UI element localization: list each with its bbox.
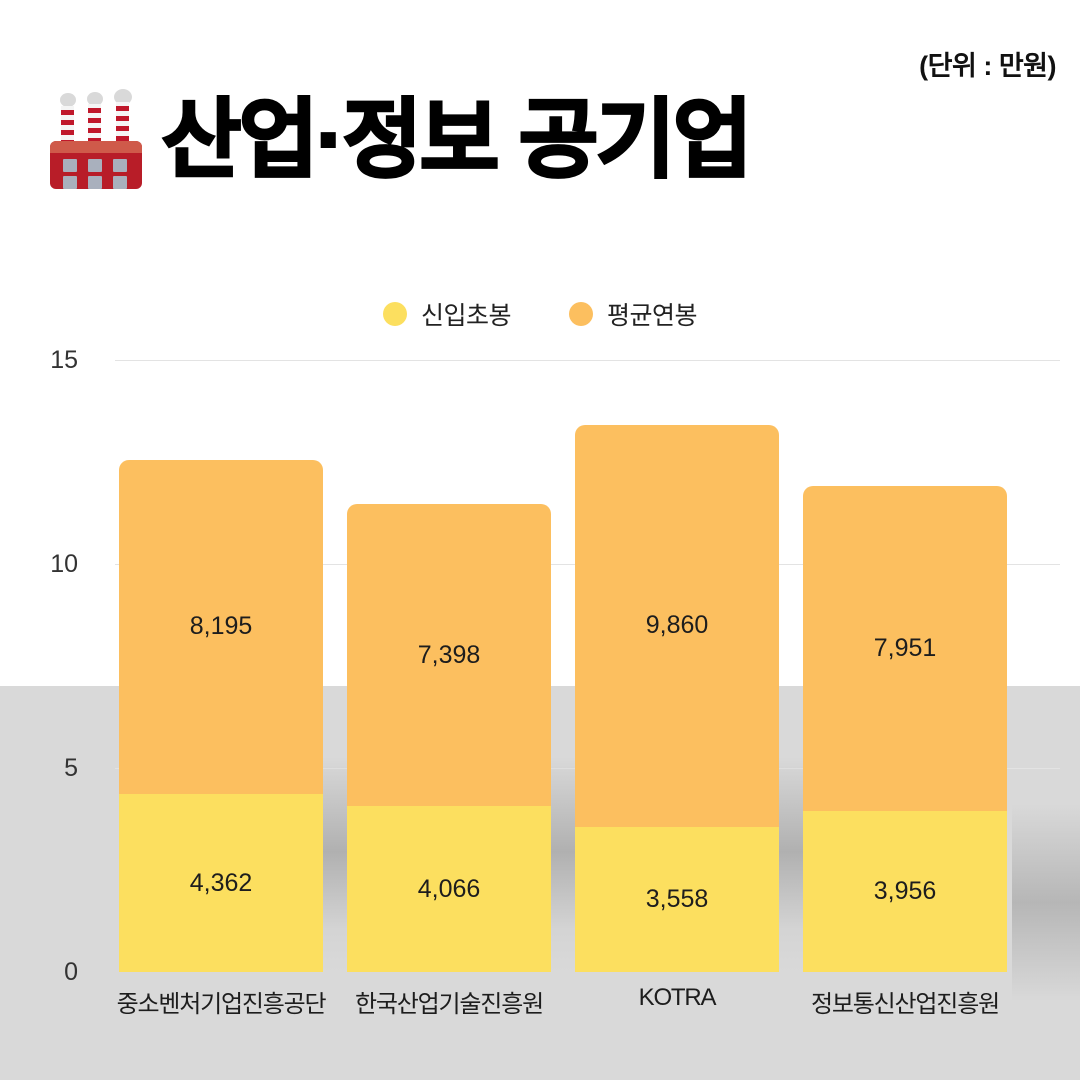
factory-icon	[50, 89, 142, 189]
y-axis-tick-0: 0	[64, 958, 78, 986]
bar-gap-shadow	[779, 686, 803, 972]
bar-value-average-salary: 8,195	[189, 612, 253, 641]
bar-value-average-salary: 7,398	[417, 640, 481, 669]
y-axis-tick-10: 10	[50, 550, 78, 578]
y-axis-tick-15: 15	[50, 346, 78, 374]
legend-item-average-salary[interactable]: 평균연봉	[569, 296, 698, 332]
x-axis-category-label: KOTRA	[638, 984, 717, 1011]
bar-segment-average-salary[interactable]: 9,860	[575, 424, 779, 827]
x-axis-category-label: 한국산업기술진흥원	[355, 991, 544, 1018]
chart-legend: 신입초봉 평균연봉	[0, 296, 1080, 332]
legend-dot-entry-salary	[382, 302, 407, 326]
bar-value-entry-salary: 3,956	[873, 876, 937, 905]
bar-value-entry-salary: 4,066	[417, 874, 481, 903]
legend-label-entry-salary: 신입초봉	[420, 302, 512, 330]
bar-segment-entry-salary[interactable]: 4,066	[347, 806, 551, 972]
x-axis-category-label: 정보통신산업진흥원	[811, 991, 1000, 1018]
unit-note: (단위 : 만원)	[919, 51, 1056, 81]
legend-dot-average-salary	[569, 302, 593, 326]
legend-label-average-salary: 평균연봉	[607, 302, 698, 330]
bar-value-average-salary: 7,951	[873, 633, 937, 662]
bar-segment-average-salary[interactable]: 7,951	[803, 486, 1007, 811]
bar-gap-shadow	[551, 686, 575, 972]
bar-segment-entry-salary[interactable]: 3,956	[803, 810, 1007, 972]
bar-gap-shadow	[323, 686, 347, 972]
x-axis-category-label: 중소벤처기업진흥공단	[116, 991, 327, 1018]
title-row: 산업·정보 공기업	[40, 88, 754, 192]
bar-value-entry-salary: 3,558	[645, 884, 709, 913]
bar-value-average-salary: 9,860	[645, 611, 709, 640]
gridline-15	[115, 360, 1060, 361]
bar-value-entry-salary: 4,362	[189, 868, 253, 897]
bar-segment-entry-salary[interactable]: 3,558	[575, 826, 779, 972]
bar-group[interactable]: 3,956 7,951	[803, 486, 1007, 972]
legend-item-entry-salary[interactable]: 신입초봉	[382, 296, 512, 332]
bar-segment-average-salary[interactable]: 8,195	[119, 459, 323, 795]
bar-segment-entry-salary[interactable]: 4,362	[119, 794, 323, 972]
bar-segment-average-salary[interactable]: 7,398	[347, 504, 551, 807]
bar-group[interactable]: 4,362 8,195	[119, 459, 323, 972]
y-axis-tick-5: 5	[64, 754, 78, 782]
bar-group[interactable]: 3,558 9,860	[575, 424, 779, 972]
page-title: 산업·정보 공기업	[160, 92, 753, 188]
bar-group[interactable]: 4,066 7,398	[347, 504, 551, 972]
